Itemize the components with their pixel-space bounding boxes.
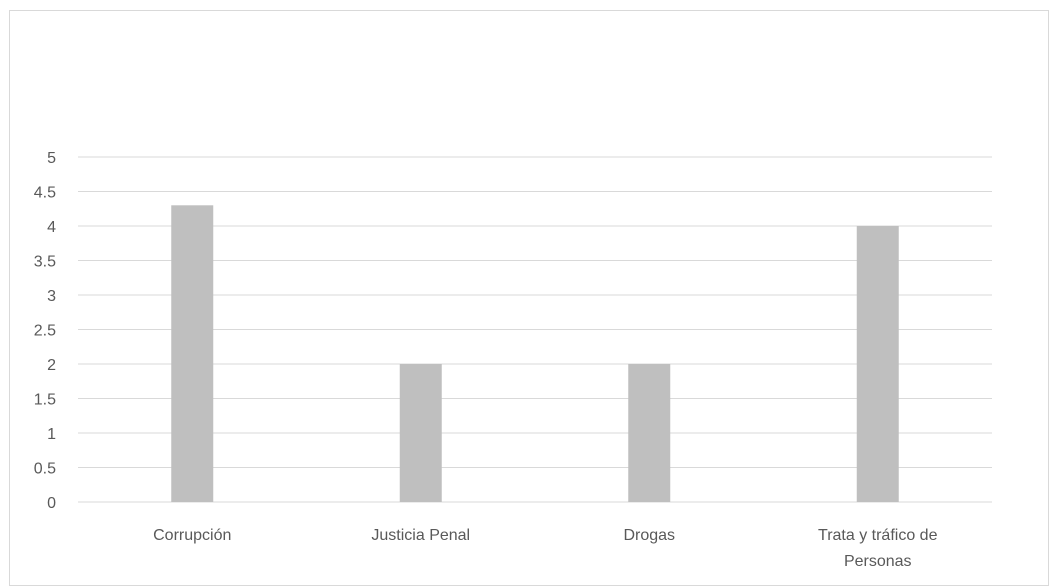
bar <box>856 226 899 502</box>
y-tick-label: 1 <box>47 426 56 443</box>
y-tick-label: 1.5 <box>34 392 56 409</box>
bar <box>628 364 671 502</box>
y-tick-label: 3.5 <box>34 254 56 271</box>
bars <box>171 205 899 503</box>
y-tick-label: 3 <box>47 288 56 305</box>
y-tick-label: 4 <box>47 219 56 236</box>
y-tick-label: 2 <box>47 357 56 374</box>
bar <box>171 205 214 503</box>
x-tick-label: Corrupción <box>153 527 231 544</box>
gridlines <box>78 156 992 503</box>
y-tick-label: 4.5 <box>34 185 56 202</box>
y-tick-label: 0.5 <box>34 461 56 478</box>
x-tick-label: Justicia Penal <box>371 527 470 544</box>
x-tick-label: Drogas <box>623 527 675 544</box>
bar <box>399 364 442 502</box>
y-axis-tick-labels: 0 0.5 1 1.5 2 2.5 3 3.5 4 4.5 5 <box>34 150 56 512</box>
x-tick-label: Trata y tráfico de Personas <box>818 527 938 570</box>
y-tick-label: 2.5 <box>34 323 56 340</box>
x-axis-tick-labels: Corrupción Justicia Penal Drogas Trata y tr… <box>153 527 937 570</box>
y-tick-label: 0 <box>47 495 56 512</box>
y-tick-label: 5 <box>47 150 56 167</box>
